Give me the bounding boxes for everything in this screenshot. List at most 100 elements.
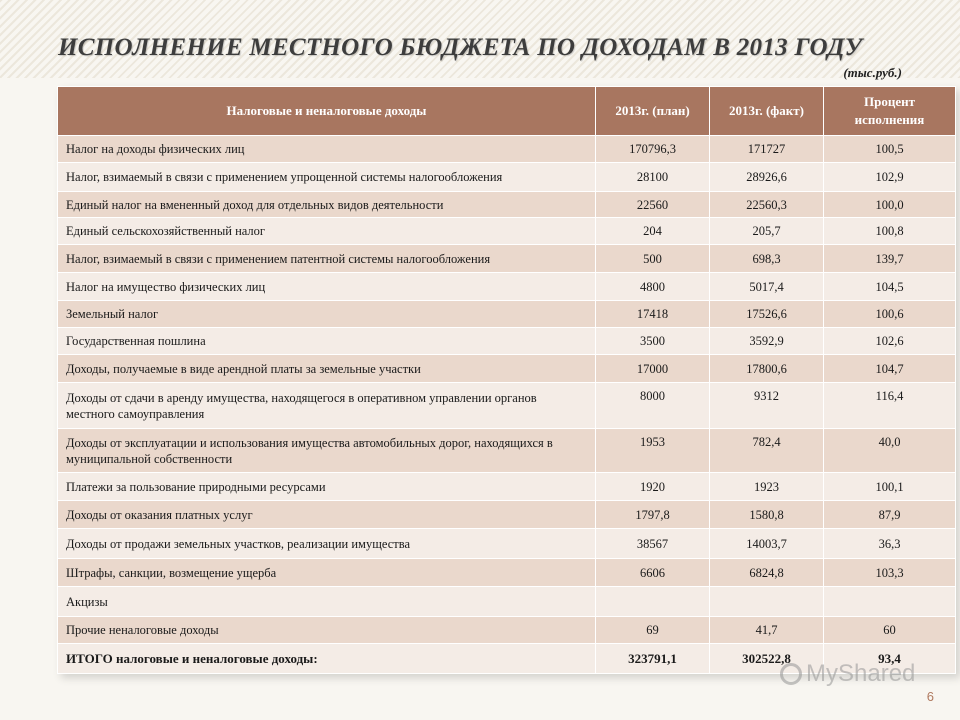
income-name: Доходы, получаемые в виде арендной платы… (57, 354, 596, 383)
income-name: Акцизы (57, 586, 596, 617)
table-row: Акцизы (57, 586, 956, 617)
percent-value: 40,0 (823, 428, 956, 473)
fact-value (709, 586, 824, 617)
percent-value: 104,5 (823, 272, 956, 301)
table-row: Штрафы, санкции, возмещение ущерба 6606 68… (57, 558, 956, 587)
total-percent: 93,4 (823, 643, 956, 674)
fact-value: 17800,6 (709, 354, 824, 383)
table-row: Доходы, получаемые в виде арендной платы… (57, 354, 956, 383)
percent-value: 100,6 (823, 300, 956, 328)
plan-value: 1953 (595, 428, 710, 473)
income-name: Государственная пошлина (57, 327, 596, 355)
income-name: Доходы от оказания платных услуг (57, 500, 596, 529)
fact-value: 3592,9 (709, 327, 824, 355)
table-row: Доходы от оказания платных услуг 1797,8 15… (57, 500, 956, 529)
column-header-plan: 2013г. (план) (595, 86, 710, 136)
income-name: Доходы от эксплуатации и использования и… (57, 428, 596, 473)
percent-value: 100,8 (823, 217, 956, 245)
plan-value: 8000 (595, 382, 710, 429)
plan-value (595, 586, 710, 617)
column-header-fact: 2013г. (факт) (709, 86, 824, 136)
percent-value: 100,0 (823, 191, 956, 218)
plan-value: 500 (595, 244, 710, 273)
percent-value: 139,7 (823, 244, 956, 273)
fact-value: 782,4 (709, 428, 824, 473)
percent-value (823, 586, 956, 617)
fact-value: 6824,8 (709, 558, 824, 587)
fact-value: 698,3 (709, 244, 824, 273)
plan-value: 6606 (595, 558, 710, 587)
income-name: Единый сельскохозяйственный налог (57, 217, 596, 245)
fact-value: 14003,7 (709, 528, 824, 559)
plan-value: 17418 (595, 300, 710, 328)
column-header-percent: Процент исполнения (823, 86, 956, 136)
table-row: Налог, взимаемый в связи с применением у… (57, 162, 956, 192)
fact-value: 28926,6 (709, 162, 824, 192)
total-name: ИТОГО налоговые и неналоговые доходы: (57, 643, 596, 674)
plan-value: 28100 (595, 162, 710, 192)
table-row: Доходы от продажи земельных участков, ре… (57, 528, 956, 559)
income-name: Доходы от продажи земельных участков, ре… (57, 528, 596, 559)
decorative-stripes (0, 0, 960, 78)
fact-value: 41,7 (709, 616, 824, 644)
table-row: Единый налог на вмененный доход для отде… (57, 191, 956, 218)
table-row: Земельный налог 17418 17526,6 100,6 (57, 300, 956, 328)
plan-value: 170796,3 (595, 135, 710, 163)
fact-value: 9312 (709, 382, 824, 429)
table-row: Доходы от эксплуатации и использования и… (57, 428, 956, 473)
fact-value: 1923 (709, 472, 824, 501)
income-name: Прочие неналоговые доходы (57, 616, 596, 644)
table-header-row: Налоговые и неналоговые доходы 2013г. (п… (57, 86, 956, 136)
percent-value: 102,6 (823, 327, 956, 355)
table-row: Доходы от сдачи в аренду имущества, нахо… (57, 382, 956, 429)
total-fact: 302522,8 (709, 643, 824, 674)
fact-value: 1580,8 (709, 500, 824, 529)
fact-value: 17526,6 (709, 300, 824, 328)
table-row: Единый сельскохозяйственный налог 204 205,… (57, 217, 956, 245)
plan-value: 17000 (595, 354, 710, 383)
percent-value: 36,3 (823, 528, 956, 559)
table-row: Налог на доходы физических лиц 170796,3 17… (57, 135, 956, 163)
percent-value: 100,5 (823, 135, 956, 163)
percent-value: 104,7 (823, 354, 956, 383)
percent-value: 100,1 (823, 472, 956, 501)
percent-value: 116,4 (823, 382, 956, 429)
fact-value: 5017,4 (709, 272, 824, 301)
fact-value: 205,7 (709, 217, 824, 245)
slide-number: 6 (926, 689, 934, 704)
table-row: Прочие неналоговые доходы 69 41,7 60 (57, 616, 956, 644)
total-plan: 323791,1 (595, 643, 710, 674)
total-row: ИТОГО налоговые и неналоговые доходы: 323… (57, 643, 956, 674)
fact-value: 171727 (709, 135, 824, 163)
income-name: Штрафы, санкции, возмещение ущерба (57, 558, 596, 587)
plan-value: 69 (595, 616, 710, 644)
table-row: Платежи за пользование природными ресурс… (57, 472, 956, 501)
budget-table: Налоговые и неналоговые доходы 2013г. (п… (57, 86, 956, 674)
income-name: Налог, взимаемый в связи с применением п… (57, 244, 596, 273)
income-name: Налог, взимаемый в связи с применением у… (57, 162, 596, 192)
slide-title: ИСПОЛНЕНИЕ МЕСТНОГО БЮДЖЕТА ПО ДОХОДАМ В… (58, 34, 863, 61)
income-name: Земельный налог (57, 300, 596, 328)
table-row: Налог на имущество физических лиц 4800 501… (57, 272, 956, 301)
unit-label: (тыс.руб.) (843, 65, 902, 80)
plan-value: 4800 (595, 272, 710, 301)
income-name: Единый налог на вмененный доход для отде… (57, 191, 596, 218)
income-name: Платежи за пользование природными ресурс… (57, 472, 596, 501)
table-row: Налог, взимаемый в связи с применением п… (57, 244, 956, 273)
table-row: Государственная пошлина 3500 3592,9 102,6 (57, 327, 956, 355)
income-name: Налог на имущество физических лиц (57, 272, 596, 301)
income-name: Доходы от сдачи в аренду имущества, нахо… (57, 382, 596, 429)
percent-value: 87,9 (823, 500, 956, 529)
income-name: Налог на доходы физических лиц (57, 135, 596, 163)
percent-value: 103,3 (823, 558, 956, 587)
column-header-income: Налоговые и неналоговые доходы (57, 86, 596, 136)
percent-value: 60 (823, 616, 956, 644)
percent-value: 102,9 (823, 162, 956, 192)
fact-value: 22560,3 (709, 191, 824, 218)
plan-value: 38567 (595, 528, 710, 559)
plan-value: 1797,8 (595, 500, 710, 529)
plan-value: 1920 (595, 472, 710, 501)
plan-value: 22560 (595, 191, 710, 218)
plan-value: 204 (595, 217, 710, 245)
plan-value: 3500 (595, 327, 710, 355)
